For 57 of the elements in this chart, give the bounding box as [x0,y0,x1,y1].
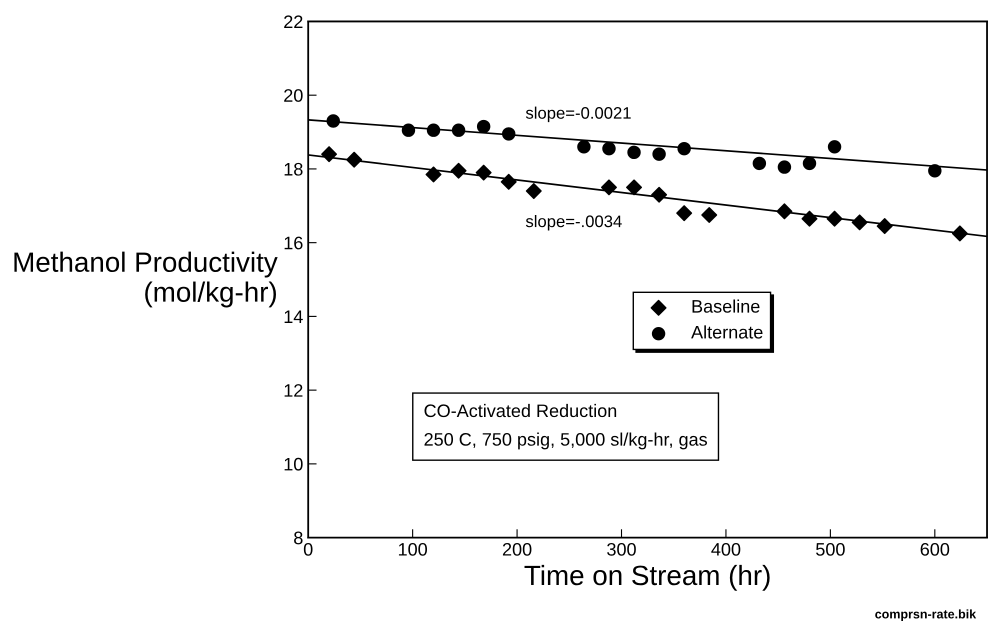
point [626,179,642,196]
point [326,114,340,128]
point [502,127,516,141]
y-tick-label: 8 [294,532,303,544]
legend-label: Alternate [691,325,763,339]
x-tick-label: 200 [502,542,532,556]
y-axis-title: Methanol Productivity (mol/kg-hr) [14,252,278,308]
x-tick-label: 300 [607,542,636,556]
point [876,218,893,234]
point [321,146,338,162]
point [476,120,490,134]
y-tick-label: 18 [284,162,303,176]
point [652,147,666,161]
point [452,124,466,137]
point [500,174,517,190]
y-tick-label: 22 [284,15,302,28]
point [651,186,668,203]
point [701,207,718,223]
point [802,156,816,170]
point [776,203,792,220]
point [426,124,440,137]
y-tick-label: 10 [284,458,303,471]
point [676,205,692,222]
x-axis-title: Time on Stream (hr) [524,564,770,591]
point [752,156,766,170]
point [828,140,842,154]
point [928,164,942,178]
x-tick-label: 500 [816,542,845,556]
annotation: CO-Activated Reduction 250 C, 750 psig, 5,000 sl/kg-hr, gas [424,404,708,450]
point [627,146,641,160]
y-tick-label: 16 [284,236,303,250]
x-tick-label: 400 [711,542,740,556]
point [778,160,792,174]
point [802,210,818,227]
point [346,152,362,168]
point [402,124,416,137]
x-tick-label: 100 [398,542,427,556]
y-tick-label: 14 [284,310,303,323]
point [852,214,868,230]
point [952,225,968,242]
x-tick-label: 600 [920,542,950,556]
point [450,162,467,179]
point [476,164,492,181]
x-tick-label: 0 [304,542,313,556]
point [602,142,616,156]
annotation: slope=-0.0021 [526,106,631,122]
y-tick-label: 20 [284,89,303,102]
legend-label: Baseline [692,299,760,313]
point [577,140,591,154]
y-tick-label: 12 [284,384,302,397]
annotation: slope=-.0034 [526,214,622,231]
point [677,142,691,156]
text: comprsn-rate.bik [875,609,976,621]
point [826,210,843,227]
point [526,183,542,200]
point [601,179,617,196]
point [426,166,442,182]
